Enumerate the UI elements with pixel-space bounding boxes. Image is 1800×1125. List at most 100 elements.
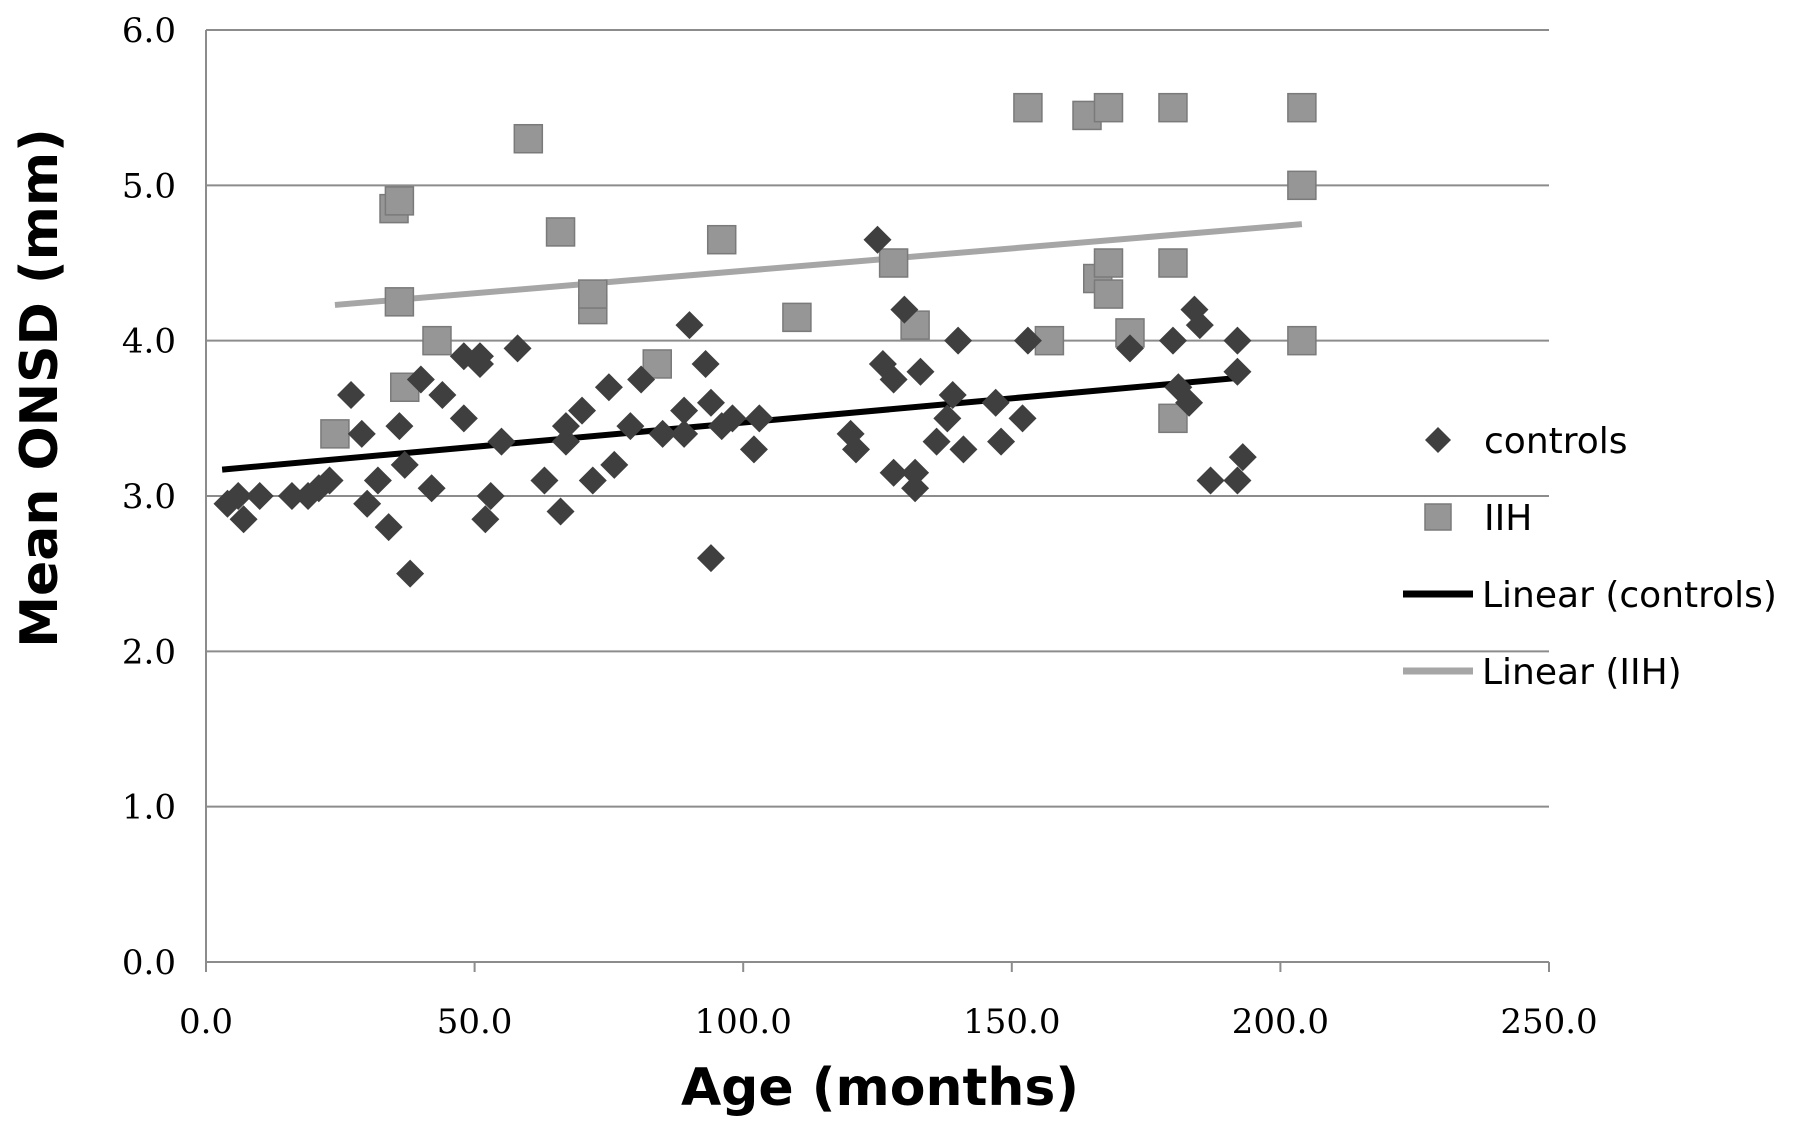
controls-point xyxy=(385,412,414,441)
iih-point xyxy=(320,419,350,449)
controls-point xyxy=(670,419,699,448)
axes xyxy=(205,30,1550,972)
iih-point xyxy=(1158,92,1188,123)
iih-point xyxy=(1287,170,1317,201)
trendline-linear-iih xyxy=(334,221,1303,308)
iih-point xyxy=(1093,248,1124,278)
iih-point xyxy=(1287,325,1317,356)
controls-point xyxy=(1175,388,1204,417)
legend-label: controls xyxy=(1484,421,1628,462)
x-tick-label: 200.0 xyxy=(1232,1002,1329,1042)
controls-point xyxy=(568,396,597,425)
controls-point xyxy=(648,419,677,448)
y-tick-label: 1.0 xyxy=(122,788,176,828)
y-tick-label: 5.0 xyxy=(122,166,176,206)
y-tick-label: 0.0 xyxy=(122,943,176,983)
controls-point xyxy=(465,349,494,378)
controls-point xyxy=(406,365,435,394)
iih-point xyxy=(384,186,415,216)
controls-point xyxy=(1196,466,1225,495)
controls-point xyxy=(670,396,699,425)
y-tick-label: 4.0 xyxy=(122,322,176,362)
legend-label: IIH xyxy=(1484,498,1532,539)
controls-point xyxy=(449,404,478,433)
controls-point xyxy=(487,427,516,456)
controls-point xyxy=(347,419,376,448)
controls-point xyxy=(981,388,1010,417)
controls-point xyxy=(627,365,656,394)
controls-point xyxy=(842,435,871,464)
x-tick-label: 100.0 xyxy=(695,1002,792,1042)
controls-point xyxy=(718,404,747,433)
legend-label: Linear (controls) xyxy=(1482,575,1777,616)
controls-point xyxy=(906,357,935,386)
data-points xyxy=(213,92,1317,588)
iih-point xyxy=(1158,248,1188,278)
controls-point xyxy=(987,427,1016,456)
controls-point xyxy=(890,295,919,324)
iih-point xyxy=(384,287,415,317)
controls-point xyxy=(1223,466,1252,495)
y-tick-label: 6.0 xyxy=(122,11,176,51)
iih-point xyxy=(782,302,812,333)
controls-point xyxy=(879,458,908,487)
controls-point xyxy=(922,427,951,456)
controls-point xyxy=(277,482,306,510)
iih-point xyxy=(1287,92,1317,123)
controls-point xyxy=(245,482,274,510)
controls-point xyxy=(551,412,580,441)
grid-lines xyxy=(206,29,1549,808)
legend-marker-iih xyxy=(1424,503,1452,531)
x-tick-label: 250.0 xyxy=(1500,1002,1597,1042)
controls-point xyxy=(696,388,725,417)
iih-point xyxy=(706,224,737,255)
controls-point xyxy=(363,466,392,495)
controls-point xyxy=(938,381,967,410)
controls-point xyxy=(949,435,978,464)
legend: controls IIH Linear (controls) Linear (IIH) xyxy=(1403,421,1777,693)
x-tick-label: 150.0 xyxy=(963,1002,1060,1042)
controls-point xyxy=(417,474,446,503)
iih-point xyxy=(1013,92,1043,123)
controls-point xyxy=(390,450,419,479)
iih-point xyxy=(1093,92,1124,123)
controls-point xyxy=(471,505,500,534)
controls-point xyxy=(944,326,973,355)
controls-point xyxy=(530,466,559,495)
controls-point xyxy=(863,225,892,254)
controls-point xyxy=(739,435,768,464)
controls-point xyxy=(337,381,366,410)
controls-point xyxy=(1013,326,1042,355)
controls-point xyxy=(745,404,774,433)
controls-point xyxy=(691,349,720,378)
y-tick-label: 2.0 xyxy=(122,632,176,672)
controls-point xyxy=(1223,357,1252,386)
controls-point xyxy=(229,505,258,534)
controls-point xyxy=(616,412,645,441)
controls-point xyxy=(578,466,607,495)
controls-point xyxy=(396,559,425,588)
controls-point xyxy=(879,365,908,394)
iih-point xyxy=(878,248,909,278)
controls-point xyxy=(1008,404,1037,433)
x-tick-label: 50.0 xyxy=(437,1002,513,1042)
controls-point xyxy=(675,311,704,340)
legend-marker-controls xyxy=(1425,427,1451,453)
x-tick-label: 0.0 xyxy=(179,1002,233,1042)
iih-point xyxy=(1093,279,1124,309)
legend-label: Linear (IIH) xyxy=(1482,652,1682,693)
controls-point xyxy=(594,373,623,402)
controls-point xyxy=(374,513,403,542)
controls-point xyxy=(353,489,382,518)
controls-point xyxy=(1158,326,1187,355)
controls-point xyxy=(551,427,580,456)
iih-point xyxy=(545,217,576,247)
controls-point xyxy=(1115,334,1144,363)
iih-point xyxy=(422,325,452,356)
controls-point xyxy=(224,482,253,510)
controls-point xyxy=(476,482,505,510)
controls-point xyxy=(428,381,457,410)
x-axis-title: Age (months) xyxy=(681,1058,1079,1118)
